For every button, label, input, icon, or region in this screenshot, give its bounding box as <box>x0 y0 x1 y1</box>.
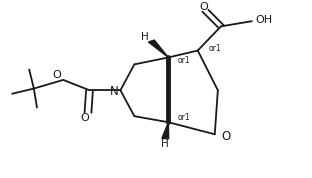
Text: or1: or1 <box>178 56 190 65</box>
Text: H: H <box>141 32 149 42</box>
Polygon shape <box>149 40 168 57</box>
Text: or1: or1 <box>208 44 221 53</box>
Text: OH: OH <box>255 15 272 25</box>
Text: O: O <box>80 113 89 123</box>
Text: O: O <box>221 130 230 143</box>
Text: N: N <box>110 85 119 98</box>
Text: O: O <box>53 70 61 80</box>
Text: H: H <box>161 139 169 149</box>
Text: O: O <box>200 2 208 12</box>
Text: or1: or1 <box>178 113 190 122</box>
Polygon shape <box>162 122 169 139</box>
